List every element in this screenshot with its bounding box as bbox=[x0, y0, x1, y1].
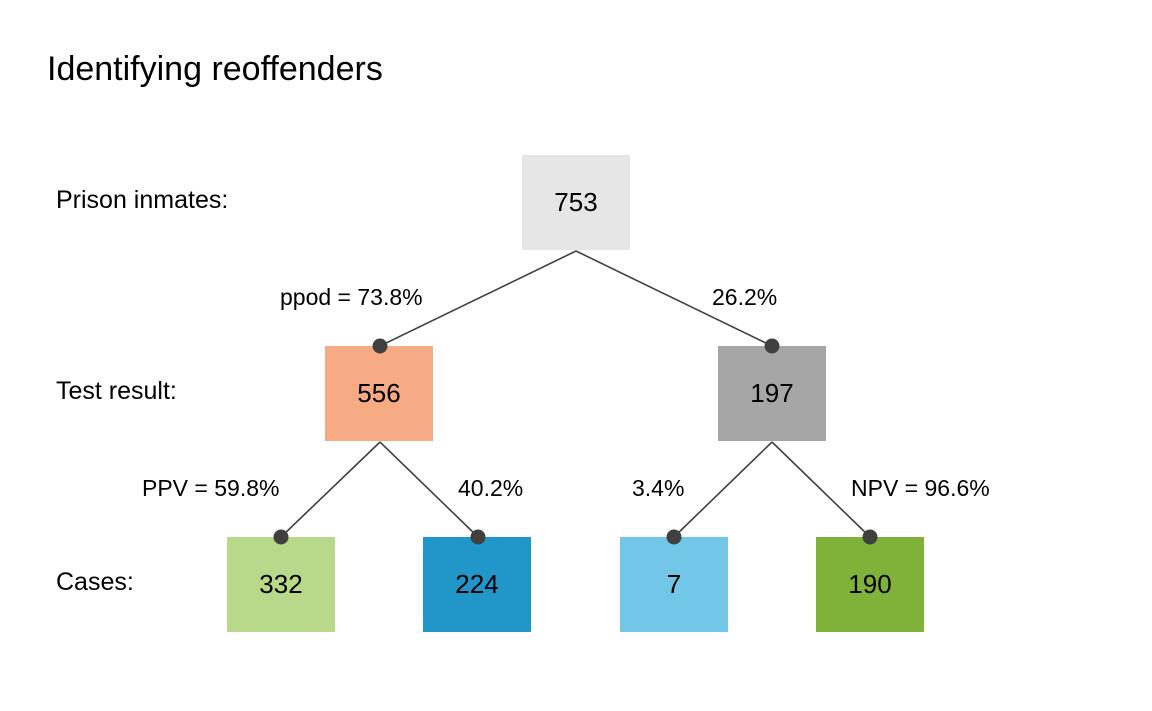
node-value: 224 bbox=[455, 569, 499, 599]
dot-positive bbox=[372, 338, 388, 354]
node-value: 197 bbox=[750, 378, 794, 408]
dot-tn bbox=[862, 529, 878, 545]
dot-negative bbox=[764, 338, 780, 354]
edge-root-to-positive bbox=[379, 250, 577, 347]
node-true-positive: 332 bbox=[227, 537, 335, 632]
row-label-prison-inmates: Prison inmates: bbox=[56, 186, 229, 214]
edge-label-negative-false: 3.4% bbox=[632, 475, 685, 501]
node-test-positive: 556 bbox=[325, 346, 433, 441]
edge-negative-to-tn bbox=[771, 441, 871, 538]
node-value: 753 bbox=[554, 187, 598, 217]
row-label-test-result: Test result: bbox=[56, 377, 177, 405]
edge-label-ppod: ppod = 73.8% bbox=[280, 284, 423, 310]
row-label-cases: Cases: bbox=[56, 568, 134, 596]
dot-fp bbox=[470, 529, 486, 545]
node-false-positive: 224 bbox=[423, 537, 531, 632]
edge-positive-to-tp bbox=[280, 441, 381, 538]
edge-negative-to-fn bbox=[673, 441, 773, 538]
node-value: 7 bbox=[666, 569, 682, 599]
edge-label-npv: NPV = 96.6% bbox=[851, 475, 990, 501]
edge-label-positive-false: 40.2% bbox=[458, 475, 524, 501]
edge-positive-to-fp bbox=[379, 441, 479, 538]
edge-root-to-negative bbox=[575, 250, 773, 347]
dot-fn bbox=[666, 529, 682, 545]
node-value: 556 bbox=[357, 378, 401, 408]
node-prison-inmates: 753 bbox=[522, 155, 630, 250]
node-test-negative: 197 bbox=[718, 346, 826, 441]
node-false-negative: 7 bbox=[620, 537, 728, 632]
edge-label-ppv: PPV = 59.8% bbox=[142, 475, 280, 501]
node-value: 332 bbox=[259, 569, 303, 599]
edge-label-negative-share: 26.2% bbox=[712, 284, 778, 310]
diagram-title: Identifying reoffenders bbox=[47, 50, 383, 88]
node-true-negative: 190 bbox=[816, 537, 924, 632]
dot-tp bbox=[273, 529, 289, 545]
node-value: 190 bbox=[848, 569, 892, 599]
